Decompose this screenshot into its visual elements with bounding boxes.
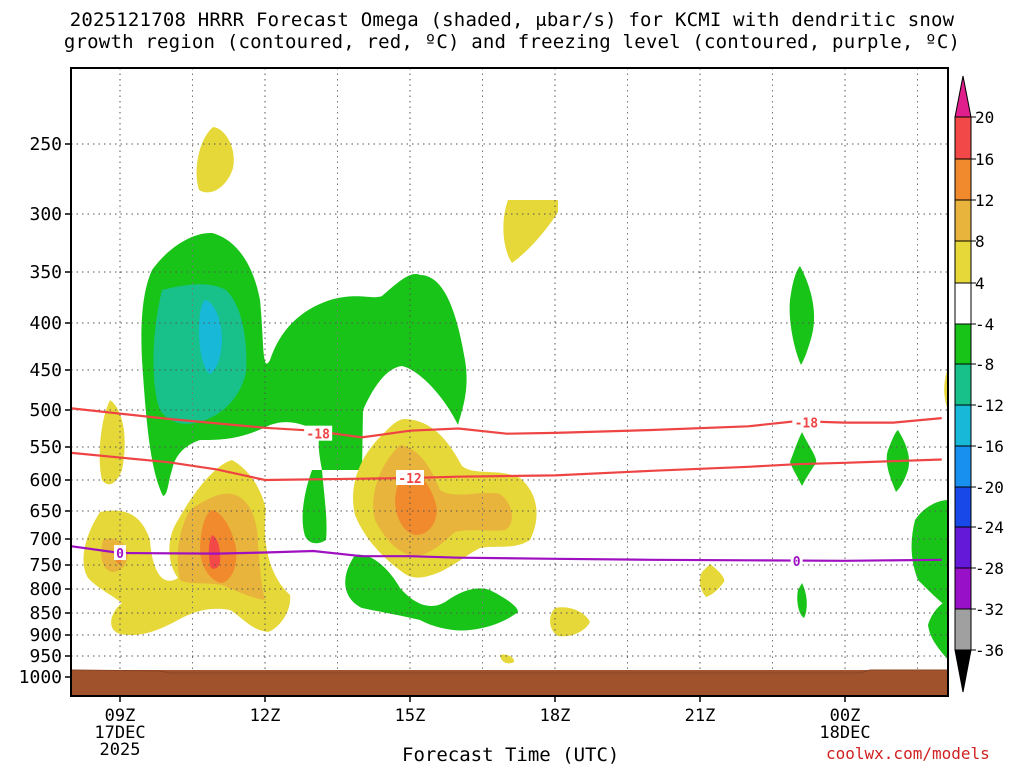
colorbar-label: 4 bbox=[975, 274, 985, 293]
colorbar-cell bbox=[954, 282, 972, 325]
colorbar-cell bbox=[954, 445, 972, 488]
y-tick-label: 550 bbox=[29, 437, 62, 458]
colorbar-top-triangle bbox=[954, 75, 972, 118]
colorbar-label: -28 bbox=[975, 559, 1004, 578]
contour-label: -18 bbox=[795, 417, 819, 432]
y-tick-label: 400 bbox=[29, 313, 62, 334]
colorbar-label: -24 bbox=[975, 518, 1004, 537]
colorbar-label: -20 bbox=[975, 478, 1004, 497]
y-tick-label: 500 bbox=[29, 400, 62, 421]
chart-title-line-1: 2025121708 HRRR Forecast Omega (shaded, … bbox=[69, 9, 955, 31]
contour-label: 0 bbox=[116, 547, 124, 562]
x-tick-label: 15Z bbox=[395, 706, 426, 726]
colorbar-bottom-triangle bbox=[954, 649, 972, 693]
colorbar-label: -36 bbox=[975, 641, 1004, 660]
credit-text: coolwx.com/models bbox=[826, 744, 990, 763]
colorbar-cell bbox=[954, 526, 972, 569]
x-tick-date: 18DEC bbox=[819, 723, 870, 743]
contours bbox=[71, 407, 942, 562]
colorbar-cell bbox=[954, 404, 972, 447]
y-tick-label: 1000 bbox=[19, 667, 62, 688]
y-tick-label: 350 bbox=[29, 262, 62, 283]
y-tick-label: 650 bbox=[29, 501, 62, 522]
chart-title-line-2: growth region (contoured, red, ºC) and f… bbox=[63, 31, 961, 53]
x-axis-title: Forecast Time (UTC) bbox=[402, 744, 620, 766]
x-tick-label: 12Z bbox=[250, 706, 281, 726]
omega-positive-region bbox=[99, 400, 125, 485]
colorbar-label: 8 bbox=[975, 232, 985, 251]
x-tick-year: 2025 bbox=[100, 740, 141, 760]
omega-negative-region bbox=[911, 500, 948, 608]
contour-label-background bbox=[304, 425, 333, 441]
y-tick-label: 600 bbox=[29, 470, 62, 491]
y-tick-label: 900 bbox=[29, 625, 62, 646]
contour-label-background bbox=[114, 545, 126, 561]
contour-label-background bbox=[792, 414, 821, 430]
contour-label: 0 bbox=[793, 555, 801, 570]
x-tick-label: 18Z bbox=[540, 706, 571, 726]
colorbar-cell bbox=[954, 323, 972, 365]
omega-positive-region bbox=[395, 470, 437, 535]
omega-negative-region bbox=[302, 470, 327, 544]
colorbar: 20 16 12 8 4 -4 -8 -12 -16 -20 -24 -28 -32 -36 bbox=[954, 75, 1004, 693]
y-axis: 2503003504004505005506006507007508008509… bbox=[19, 134, 71, 688]
colorbar-cell bbox=[954, 116, 972, 160]
y-tick-label: 950 bbox=[29, 646, 62, 667]
omega-positive-region bbox=[699, 564, 725, 597]
colorbar-label: -32 bbox=[975, 600, 1004, 619]
colorbar-cell bbox=[954, 158, 972, 201]
colorbar-label: 12 bbox=[975, 191, 994, 210]
colorbar-cell bbox=[954, 199, 972, 242]
contour-label: -12 bbox=[398, 472, 421, 487]
colorbar-cell bbox=[954, 567, 972, 610]
y-tick-label: 850 bbox=[29, 603, 62, 624]
omega-negative-region bbox=[153, 284, 247, 424]
omega-negative-region bbox=[797, 583, 807, 618]
contour-label-background bbox=[790, 552, 803, 568]
omega-shading bbox=[83, 127, 948, 664]
contour-labels: -18 -18 -12 0 0 bbox=[114, 414, 821, 570]
colorbar-cell bbox=[954, 486, 972, 528]
ground-surface bbox=[71, 670, 948, 696]
y-tick-label: 250 bbox=[29, 134, 62, 155]
omega-negative-region bbox=[789, 266, 815, 365]
y-tick-label: 300 bbox=[29, 204, 62, 225]
omega-positive-region bbox=[550, 607, 590, 637]
omega-negative-region bbox=[928, 600, 948, 660]
colorbar-label: -8 bbox=[975, 355, 994, 374]
contour-line-freezing-level bbox=[71, 545, 942, 562]
colorbar-cell bbox=[954, 363, 972, 406]
omega-negative-region bbox=[790, 432, 817, 486]
y-tick-label: 800 bbox=[29, 579, 62, 600]
plot-frame bbox=[70, 67, 949, 697]
ground-surface-edge bbox=[70, 669, 948, 674]
x-tick-date: 17DEC bbox=[94, 723, 145, 743]
y-tick-label: 450 bbox=[29, 360, 62, 381]
colorbar-cell bbox=[954, 240, 972, 284]
y-tick-label: 750 bbox=[29, 555, 62, 576]
colorbar-label: -12 bbox=[975, 396, 1004, 415]
omega-positive-region bbox=[208, 535, 221, 569]
colorbar-label: 20 bbox=[975, 108, 994, 127]
contour-line-dendritic-minus18 bbox=[71, 407, 942, 439]
omega-negative-region bbox=[345, 554, 518, 631]
colorbar-cell bbox=[954, 608, 972, 651]
gridlines bbox=[71, 68, 948, 696]
colorbar-label: -4 bbox=[975, 315, 994, 334]
omega-positive-region bbox=[500, 654, 515, 664]
colorbar-label: 16 bbox=[975, 150, 994, 169]
y-tick-label: 700 bbox=[29, 529, 62, 550]
contour-label: -18 bbox=[306, 428, 330, 443]
omega-negative-region bbox=[199, 300, 222, 374]
x-tick-label: 09Z bbox=[105, 706, 136, 726]
omega-positive-region bbox=[503, 200, 558, 263]
x-tick-label: 00Z bbox=[830, 706, 861, 726]
colorbar-label: -16 bbox=[975, 437, 1004, 456]
x-tick-label: 21Z bbox=[685, 706, 716, 726]
contour-label-background bbox=[396, 470, 424, 486]
contour-line-dendritic-minus12 bbox=[71, 451, 942, 482]
omega-positive-region bbox=[196, 127, 234, 193]
